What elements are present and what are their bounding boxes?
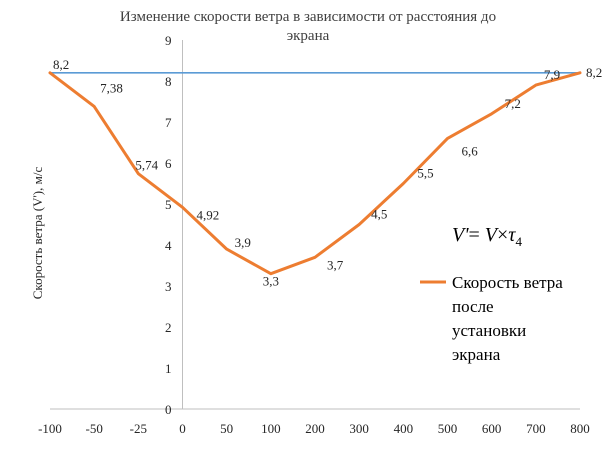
x-tick-label: 500 [438, 421, 458, 436]
legend-line-1: Скорость ветра [452, 273, 563, 292]
formula: V'= V×τ4 [452, 224, 522, 249]
data-label: 3,9 [235, 235, 251, 250]
y-tick-label: 8 [165, 74, 172, 89]
x-tick-label: 400 [394, 421, 414, 436]
y-tick-label: 1 [165, 361, 172, 376]
x-tick-label: 50 [220, 421, 233, 436]
x-tick-label: 600 [482, 421, 502, 436]
y-tick-label: 0 [165, 402, 172, 417]
x-tick-label: -25 [130, 421, 147, 436]
formula-times: × [497, 224, 508, 246]
y-tick-label: 3 [165, 279, 172, 294]
formula-tau: τ [508, 224, 516, 246]
axes [50, 40, 580, 410]
data-label: 5,5 [417, 166, 433, 181]
formula-equals: = [469, 224, 485, 246]
data-label: 7,2 [505, 96, 521, 111]
chart-title-line2: экрана [287, 28, 330, 44]
x-tick-label: 100 [261, 421, 281, 436]
series-lines [48, 71, 582, 276]
data-label: 7,9 [544, 67, 560, 82]
x-tick-label: 200 [305, 421, 325, 436]
y-tick-label: 5 [165, 197, 172, 212]
legend-line-3: установки [452, 321, 526, 340]
chart-title-line1: Изменение скорости ветра в зависимости о… [120, 9, 496, 25]
y-tick-label: 2 [165, 320, 172, 335]
formula-v-prime: V' [452, 224, 469, 246]
data-label: 3,7 [327, 257, 344, 272]
x-tick-labels: -100 -50 -25 0 50 100 200 300 400 500 600 700 800 [38, 421, 590, 436]
y-tick-label: 6 [165, 156, 172, 171]
x-tick-label: 0 [179, 421, 186, 436]
legend: Скорость ветра после установки экрана [420, 273, 563, 364]
data-label: 3,3 [263, 274, 279, 289]
formula-text: V'= V×τ4 [452, 224, 522, 249]
data-label: 5,74 [135, 158, 158, 173]
y-tick-label: 4 [165, 238, 172, 253]
x-tick-label: 300 [349, 421, 369, 436]
legend-line-2: после [452, 297, 494, 316]
formula-v: V [485, 224, 500, 246]
data-label: 8,2 [53, 57, 69, 72]
x-tick-label: 800 [570, 421, 590, 436]
series-line [48, 71, 582, 276]
legend-line-4: экрана [452, 345, 501, 364]
data-labels: 8,2 7,38 5,74 4,92 3,9 3,3 3,7 4,5 5,5 6,6 7,2 7,9 8… [53, 57, 602, 289]
data-label: 4,5 [371, 207, 387, 222]
formula-subscript: 4 [515, 234, 522, 249]
y-tick-label: 9 [165, 33, 172, 48]
data-label: 6,6 [462, 143, 479, 158]
x-tick-label: -50 [85, 421, 102, 436]
data-label: 4,92 [197, 207, 220, 222]
data-label: 7,38 [100, 80, 123, 95]
y-tick-labels: 0 1 2 3 4 5 6 7 8 9 [165, 33, 172, 417]
y-tick-label: 7 [165, 115, 172, 130]
data-label: 8,2 [586, 65, 602, 80]
x-tick-label: -100 [38, 421, 62, 436]
y-axis-label: Скорость ветра (V'), м/с [30, 167, 45, 300]
x-tick-label: 700 [526, 421, 546, 436]
